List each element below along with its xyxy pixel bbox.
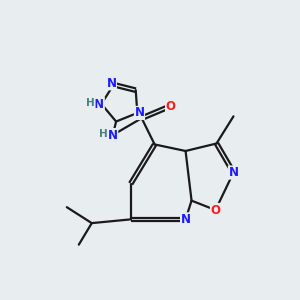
Text: H: H	[99, 129, 108, 139]
Text: N: N	[94, 98, 104, 110]
Text: O: O	[211, 203, 220, 217]
Text: H: H	[86, 98, 95, 109]
Text: N: N	[229, 166, 238, 179]
Text: N: N	[106, 77, 116, 90]
Text: O: O	[166, 100, 176, 112]
Text: N: N	[181, 213, 190, 226]
Text: N: N	[108, 129, 118, 142]
Text: N: N	[134, 106, 145, 119]
